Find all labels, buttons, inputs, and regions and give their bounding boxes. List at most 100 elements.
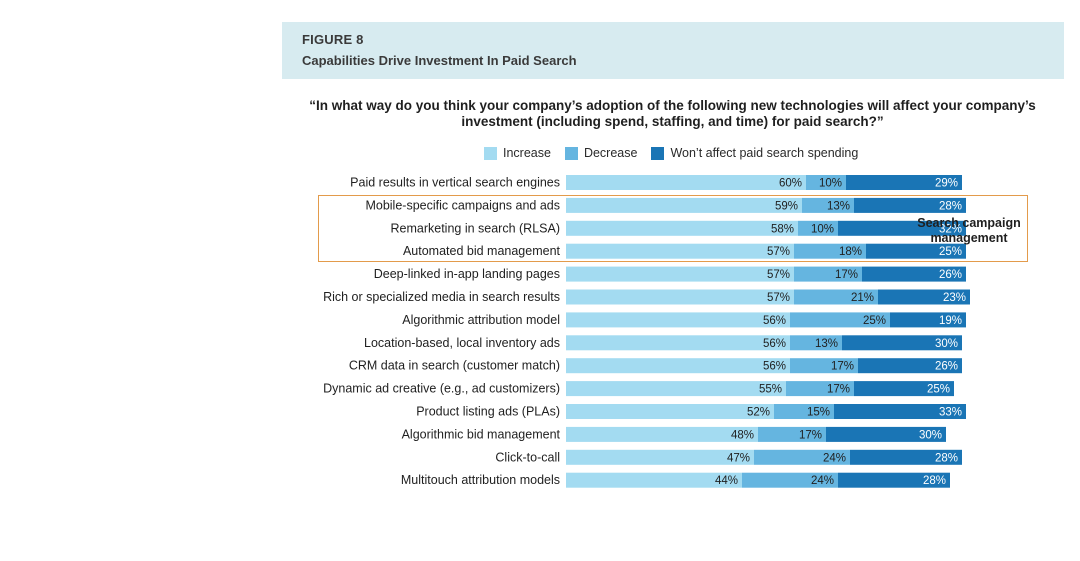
category-label: Mobile-specific campaigns and ads <box>365 198 560 212</box>
data-label: 13% <box>815 338 838 350</box>
bar-segment-increase <box>566 243 794 259</box>
survey-question: “In what way do you think your company’s… <box>309 98 1036 129</box>
bar-segment-decrease <box>786 381 854 397</box>
data-label: 10% <box>811 223 834 235</box>
legend-swatch-wont-affect <box>651 146 665 160</box>
category-label: Remarketing in search (RLSA) <box>390 221 560 235</box>
data-label: 47% <box>727 452 750 464</box>
data-label: 55% <box>759 384 782 396</box>
data-label: 57% <box>767 292 790 304</box>
data-label: 30% <box>935 338 958 350</box>
data-label: 25% <box>939 246 962 258</box>
legend-label-wont-affect: Won’t affect paid search spending <box>670 146 859 160</box>
bar-segment-wont-affect <box>878 289 970 305</box>
bar-segment-increase <box>566 426 758 442</box>
legend-label-increase: Increase <box>503 146 551 160</box>
bar-segment-decrease <box>798 220 838 236</box>
bar-segment-decrease <box>790 335 842 351</box>
category-label: Multitouch attribution models <box>401 473 560 487</box>
category-label: Algorithmic attribution model <box>402 313 560 327</box>
highlight-box-search-campaign-management <box>318 195 1028 262</box>
data-label: 21% <box>851 292 874 304</box>
data-label: 29% <box>935 178 958 190</box>
category-label: CRM data in search (customer match) <box>349 359 560 373</box>
bar-segment-decrease <box>794 243 866 259</box>
data-label: 17% <box>827 384 850 396</box>
category-label: Algorithmic bid management <box>402 427 561 441</box>
data-label: 18% <box>839 246 862 258</box>
data-label: 26% <box>939 269 962 281</box>
bar-segment-wont-affect <box>866 243 966 259</box>
bar-segment-increase <box>566 472 742 488</box>
bar-segment-increase <box>566 449 754 465</box>
data-label: 52% <box>747 407 770 419</box>
data-label: 59% <box>775 200 798 212</box>
chart-legend: Increase Decrease Won’t affect paid sear… <box>484 145 872 161</box>
bar-segment-increase <box>566 266 794 282</box>
bar-segment-wont-affect <box>850 449 962 465</box>
data-label: 28% <box>923 475 946 487</box>
bar-segment-wont-affect <box>834 404 966 419</box>
data-label: 15% <box>807 407 830 419</box>
data-label: 28% <box>939 200 962 212</box>
bar-segment-decrease <box>790 358 858 374</box>
data-label: 58% <box>771 223 794 235</box>
data-label: 10% <box>819 178 842 190</box>
bar-segment-decrease <box>774 404 834 419</box>
category-label: Deep-linked in-app landing pages <box>374 267 560 281</box>
category-label: Click-to-call <box>495 450 560 464</box>
data-label: 32% <box>939 223 962 235</box>
bar-segment-decrease <box>794 289 878 305</box>
data-label: 25% <box>863 315 886 327</box>
bar-segment-wont-affect <box>854 197 966 213</box>
data-label: 25% <box>927 384 950 396</box>
data-label: 33% <box>939 407 962 419</box>
data-label: 30% <box>919 429 942 441</box>
bar-segment-wont-affect <box>838 472 950 488</box>
legend-item-wont-affect: Won’t affect paid search spending <box>651 146 858 160</box>
data-label: 17% <box>835 269 858 281</box>
data-label: 57% <box>767 269 790 281</box>
bar-segment-increase <box>566 312 790 328</box>
legend-swatch-decrease <box>564 146 578 160</box>
data-label: 13% <box>827 200 850 212</box>
data-label: 60% <box>779 178 802 190</box>
data-label: 28% <box>935 452 958 464</box>
bar-segment-wont-affect <box>862 266 966 282</box>
bar-segment-wont-affect <box>842 335 962 351</box>
bar-segment-increase <box>566 197 802 213</box>
legend-label-decrease: Decrease <box>583 146 638 160</box>
data-label: 17% <box>831 361 854 373</box>
data-label: 57% <box>767 246 790 258</box>
bar-segment-wont-affect <box>858 358 962 374</box>
figure-title: Capabilities Drive Investment In Paid Se… <box>302 53 577 68</box>
data-label: 19% <box>939 315 962 327</box>
data-label: 23% <box>943 292 966 304</box>
bar-segment-wont-affect <box>890 312 966 328</box>
bar-segment-decrease <box>742 472 838 488</box>
bar-segment-decrease <box>754 449 850 465</box>
bar-segment-increase <box>566 335 790 351</box>
bar-segment-decrease <box>794 266 862 282</box>
bar-segment-increase <box>566 220 798 236</box>
category-label: Automated bid management <box>403 244 561 258</box>
bar-segment-wont-affect <box>854 381 954 397</box>
bar-segment-increase <box>566 175 806 190</box>
figure-label: FIGURE 8 <box>302 32 364 47</box>
data-label: 56% <box>763 315 786 327</box>
bar-segment-decrease <box>806 175 846 190</box>
legend-item-decrease: Decrease <box>564 146 638 160</box>
bar-segment-decrease <box>758 426 826 442</box>
data-label: 17% <box>799 429 822 441</box>
category-label: Paid results in vertical search engines <box>350 176 560 190</box>
bar-segment-increase <box>566 289 794 305</box>
figure-header-band <box>282 22 1064 79</box>
bar-segment-wont-affect <box>838 220 966 236</box>
bar-segment-wont-affect <box>846 175 962 190</box>
data-label: 26% <box>935 361 958 373</box>
bar-segment-wont-affect <box>826 426 946 442</box>
category-label: Product listing ads (PLAs) <box>416 405 560 419</box>
category-label: Dynamic ad creative (e.g., ad customizer… <box>323 382 560 396</box>
data-label: 44% <box>715 475 738 487</box>
